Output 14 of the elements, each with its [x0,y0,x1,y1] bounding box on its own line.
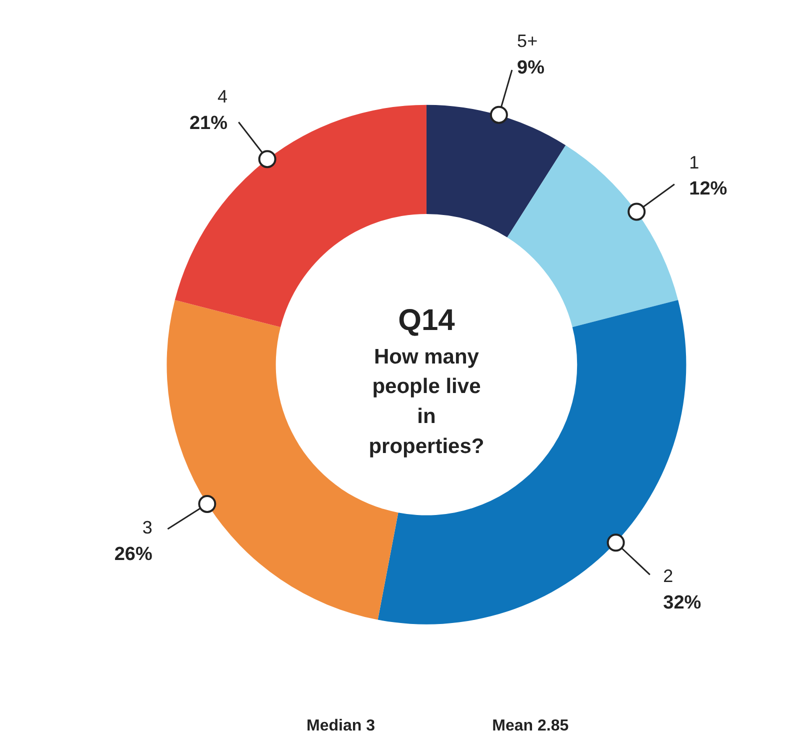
data-label: 12% [689,178,728,200]
slice-label: 3 [142,518,152,538]
slice-label: 1 [689,152,700,172]
slice-label: 4 [217,86,228,107]
data-label: 32% [663,592,702,614]
slice-label: 5+ [517,31,538,52]
data-label: 26% [114,544,152,565]
text: Median 3 [306,718,376,735]
data-label: 9% [517,58,545,79]
text: Mean 2.85 [492,718,569,735]
slice-label: 2 [663,566,674,586]
data-label: 21% [189,112,228,134]
text: How many people live in properties? [368,345,484,458]
text: Q14 [398,304,456,337]
